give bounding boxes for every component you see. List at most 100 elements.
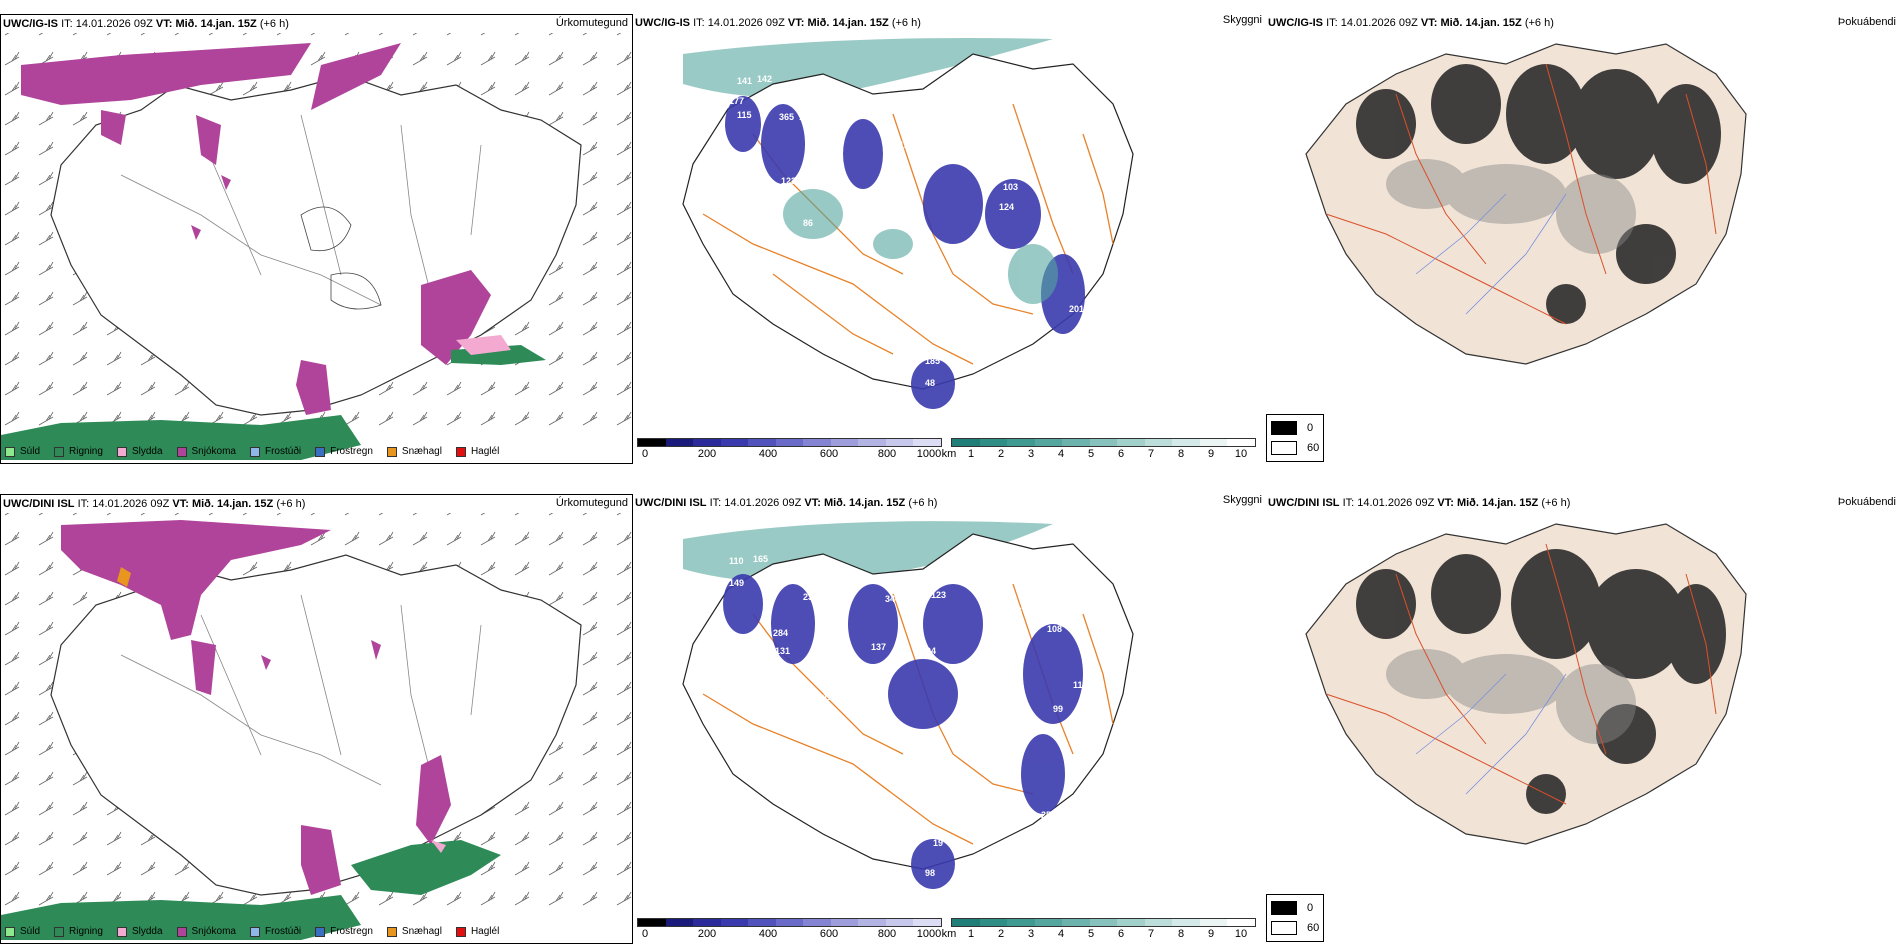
snow-areas [61, 520, 451, 895]
svg-text:131: 131 [775, 646, 790, 656]
panel-header: UWC/DINI ISL IT: 14.01.2026 09Z VT: Mið.… [1268, 497, 1571, 509]
legend-item: Súld [5, 446, 40, 457]
svg-text:160: 160 [933, 102, 948, 112]
svg-text:124: 124 [881, 122, 896, 132]
legend-swatch [315, 446, 326, 457]
legend-swatch [5, 446, 15, 457]
legend-swatch [249, 446, 260, 457]
panel-type-label: Þokuábendi [1837, 496, 1896, 508]
legend-item: Frostregn [315, 926, 373, 937]
fog-map [1305, 523, 1747, 845]
visibility-panel-row1: UWC/IG-IS IT: 14.01.2026 09Z VT: Mið. 14… [633, 14, 1266, 464]
legend-swatch [176, 926, 187, 937]
legend-swatch [5, 926, 15, 937]
legend-swatch [455, 446, 466, 457]
panel-type-label: Úrkomutegund [555, 17, 628, 29]
fog-map [1305, 43, 1747, 365]
legend-item: Súld [5, 926, 40, 937]
panel-type-label: Þokuábendi [1837, 16, 1896, 28]
svg-text:365: 365 [779, 112, 794, 122]
visibility-scale: km 1 2 3 4 5 6 7 8 9 10 [942, 438, 1256, 461]
precip-map [1, 33, 632, 460]
svg-text:284: 284 [773, 628, 788, 638]
legend-swatch [54, 446, 65, 457]
legend-swatch [116, 926, 127, 937]
panel-header: UWC/IG-IS IT: 14.01.2026 09Z VT: Mið. 14… [635, 17, 921, 29]
height-scale: m 0 200 400 600 800 1000 [633, 918, 942, 941]
svg-text:250: 250 [1041, 810, 1056, 820]
panel-type-label: Skyggni [1222, 494, 1262, 506]
visibility-scale: km 1 2 3 4 5 6 7 8 9 10 [942, 918, 1256, 941]
panel-type-label: Skyggni [1222, 14, 1262, 26]
svg-text:111: 111 [1073, 680, 1087, 690]
precip-panel-row2: UWC/DINI ISL IT: 14.01.2026 09Z VT: Mið.… [0, 494, 633, 944]
precip-legend: Súld Rigning Slydda Snjókoma Frostúði Fr… [5, 446, 499, 457]
snow-areas [21, 43, 491, 415]
visibility-value-labels: 110 165 149 149 233 284 131 110 344 192 … [729, 554, 1087, 878]
legend-swatch [176, 446, 187, 457]
svg-text:110: 110 [823, 692, 838, 702]
panel-type-label: Úrkomutegund [555, 497, 628, 509]
svg-text:111: 111 [973, 658, 987, 668]
legend-item: Rigning [54, 926, 103, 937]
svg-text:110: 110 [729, 556, 744, 566]
fog-panel-row1: UWC/IG-IS IT: 14.01.2026 09Z VT: Mið. 14… [1266, 14, 1900, 464]
legend-item: Haglél [455, 926, 499, 937]
svg-text:233: 233 [803, 592, 818, 602]
svg-text:141: 141 [737, 76, 752, 86]
legend-item: Snjókoma [176, 446, 236, 457]
svg-text:180: 180 [799, 112, 814, 122]
fog-swatch [1271, 421, 1297, 435]
precip-map [1, 513, 632, 940]
fog-swatch [1271, 921, 1297, 935]
legend-swatch [315, 926, 326, 937]
svg-text:103: 103 [733, 220, 748, 230]
svg-text:143: 143 [1063, 340, 1078, 350]
legend-item: Frostúði [249, 926, 301, 937]
svg-text:146: 146 [1007, 606, 1022, 616]
svg-text:115: 115 [737, 110, 752, 120]
legend-item: Rigning [54, 446, 103, 457]
svg-text:200: 200 [1083, 318, 1098, 328]
legend-swatch [386, 446, 397, 457]
legend-swatch [54, 926, 65, 937]
legend-swatch [249, 926, 260, 937]
visibility-value-labels: 141 142 177 115 365 180 123 86 103 124 1… [729, 74, 1128, 388]
legend-item: Frostúði [249, 446, 301, 457]
svg-text:98: 98 [925, 868, 935, 878]
svg-text:185: 185 [925, 356, 940, 366]
legend-item: Slydda [116, 926, 163, 937]
legend-item: Slydda [116, 446, 163, 457]
visibility-panel-row2: UWC/DINI ISL IT: 14.01.2026 09Z VT: Mið.… [633, 494, 1266, 944]
precip-legend: Súld Rigning Slydda Snjókoma Frostúði Fr… [5, 926, 499, 937]
svg-text:165: 165 [753, 554, 768, 564]
legend-swatch [386, 926, 397, 937]
svg-text:117: 117 [979, 702, 994, 712]
svg-text:99: 99 [1053, 704, 1063, 714]
rain-areas [1, 840, 501, 940]
panel-header: UWC/IG-IS IT: 14.01.2026 09Z VT: Mið. 14… [1268, 17, 1554, 29]
visibility-map: 141 142 177 115 365 180 123 86 103 124 1… [682, 38, 1134, 409]
panel-header: UWC/DINI ISL IT: 14.01.2026 09Z VT: Mið.… [3, 498, 306, 510]
svg-text:124: 124 [999, 202, 1014, 212]
svg-text:149: 149 [785, 562, 800, 572]
legend-item: Snæhagl [386, 446, 442, 457]
fog-swatch [1271, 441, 1297, 455]
legend-swatch [455, 926, 466, 937]
svg-text:122: 122 [899, 140, 914, 150]
fog-legend: 0 60 [1266, 414, 1325, 462]
svg-text:201: 201 [1069, 304, 1084, 314]
svg-text:123: 123 [931, 590, 946, 600]
svg-text:344: 344 [885, 594, 900, 604]
svg-text:176: 176 [1097, 292, 1112, 302]
visibility-map: 110 165 149 149 233 284 131 110 344 192 … [682, 521, 1134, 889]
svg-text:108: 108 [1047, 624, 1062, 634]
svg-text:192: 192 [943, 570, 958, 580]
svg-text:86: 86 [803, 218, 813, 228]
legend-item: Snæhagl [386, 926, 442, 937]
svg-text:149: 149 [729, 578, 744, 588]
legend-swatch [116, 446, 127, 457]
fog-swatch [1271, 901, 1297, 915]
svg-text:163: 163 [915, 166, 930, 176]
panel-header: UWC/DINI ISL IT: 14.01.2026 09Z VT: Mið.… [635, 497, 938, 509]
